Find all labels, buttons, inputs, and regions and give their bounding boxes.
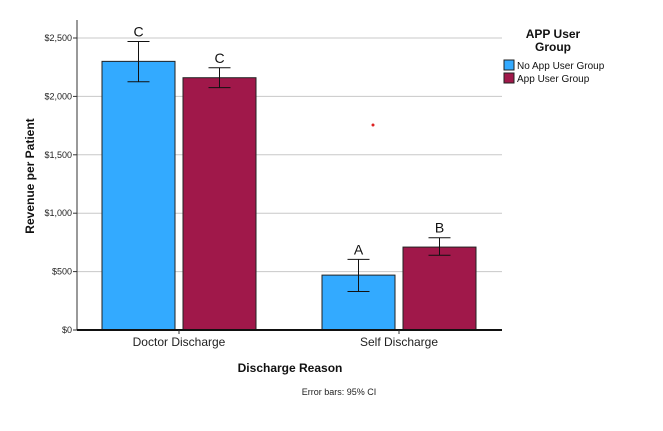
legend-swatch xyxy=(503,72,515,84)
y-axis-title: Revenue per Patient xyxy=(23,118,37,233)
legend-label: App User Group xyxy=(517,74,590,85)
group-letter-label: C xyxy=(214,50,224,66)
legend-title-line-1: APP User xyxy=(526,27,581,41)
x-category-label: Doctor Discharge xyxy=(133,335,226,349)
y-tick-label: $2,500 xyxy=(44,33,72,43)
x-category-label: Self Discharge xyxy=(360,335,438,349)
legend-items: No App User Group App User Group xyxy=(503,59,605,85)
bar xyxy=(101,60,176,331)
legend-label: No App User Group xyxy=(517,61,605,72)
y-axis-ticks: $0 $500 $1,000 $1,500 $2,000 $2,500 xyxy=(44,33,77,335)
x-axis-title: Discharge Reason xyxy=(238,361,343,375)
error-bars xyxy=(127,41,451,292)
x-axis-categories: Doctor Discharge Self Discharge xyxy=(133,330,438,349)
axes xyxy=(76,20,502,331)
bars xyxy=(101,60,477,331)
y-tick-label: $1,500 xyxy=(44,150,72,160)
y-tick-label: $0 xyxy=(62,325,72,335)
y-tick-label: $2,000 xyxy=(44,91,72,101)
bar xyxy=(402,246,477,331)
group-letter-label: B xyxy=(435,220,444,236)
y-tick-label: $500 xyxy=(52,267,72,277)
legend-swatch xyxy=(503,59,515,71)
footnote-error-bars: Error bars: 95% CI xyxy=(302,387,377,397)
group-letters: C C A B xyxy=(133,24,444,258)
stray-marker-dot xyxy=(371,123,375,127)
legend-title-line-2: Group xyxy=(535,40,571,54)
y-tick-label: $1,000 xyxy=(44,208,72,218)
bar xyxy=(182,77,257,331)
group-letter-label: A xyxy=(354,241,364,257)
group-letter-label: C xyxy=(133,24,143,40)
legend: APP User Group No App User Group App User… xyxy=(503,27,605,85)
